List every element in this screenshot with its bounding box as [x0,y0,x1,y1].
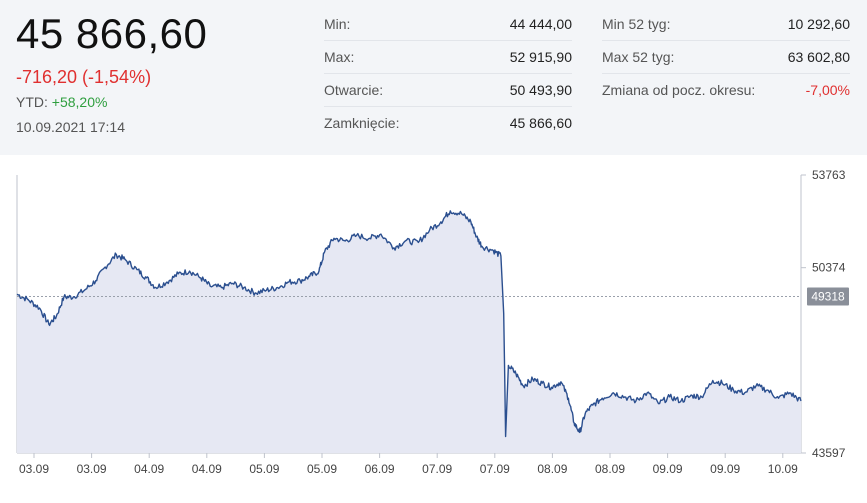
stat-min: Min: 44 444,00 [324,8,572,41]
stat-min-52w: Min 52 tyg: 10 292,60 [602,8,850,41]
x-tick-label: 04.09 [192,462,222,476]
x-tick-label: 05.09 [249,462,279,476]
stat-value: 45 866,60 [509,115,572,131]
stats-column-2: Min 52 tyg: 10 292,60 Max 52 tyg: 63 602… [602,8,850,106]
x-tick-label: 09.09 [710,462,740,476]
stat-value: 52 915,90 [509,49,572,65]
x-tick-label: 07.09 [422,462,452,476]
stat-label: Max 52 tyg: [602,49,675,65]
current-price: 45 866,60 [16,10,208,57]
y-tick-label: 43597 [812,446,846,460]
x-tick-label: 09.09 [653,462,683,476]
ytd-change: YTD: +58,20% [16,94,107,110]
stat-label: Zmiana od pocz. okresu: [602,82,756,98]
stat-period-change: Zmiana od pocz. okresu: -7,00% [602,74,850,106]
stat-value: -7,00% [805,82,850,98]
x-tick-label: 08.09 [537,462,567,476]
stat-label: Max: [324,49,355,65]
y-tick-label: 50374 [812,261,846,275]
stat-max-52w: Max 52 tyg: 63 602,80 [602,41,850,74]
stat-max: Max: 52 915,90 [324,41,572,74]
x-tick-label: 06.09 [365,462,395,476]
x-tick-label: 10.09 [768,462,798,476]
x-tick-label: 08.09 [595,462,625,476]
stat-value: 10 292,60 [787,16,850,32]
stat-value: 50 493,90 [509,82,572,98]
stats-column-1: Min: 44 444,00 Max: 52 915,90 Otwarcie: … [324,8,572,139]
reference-value-label: 49318 [811,290,845,304]
series-area [17,210,801,453]
price-change: -716,20 (-1,54%) [16,67,152,87]
price-chart[interactable]: 53763 50374 43597 49318 03.09 03.09 04.09 04.09… [0,165,867,503]
chart-svg[interactable]: 53763 50374 43597 49318 03.09 03.09 04.09 04.09… [0,165,867,503]
stat-value: 63 602,80 [787,49,850,65]
stat-close: Zamknięcie: 45 866,60 [324,107,572,139]
series-line [16,210,802,438]
stat-value: 44 444,00 [509,16,572,32]
stat-label: Otwarcie: [324,82,384,98]
ytd-label: YTD: [16,94,48,110]
reference-badge [807,287,849,306]
quote-header: 45 866,60 -716,20 (-1,54%) YTD: +58,20% … [0,0,867,155]
x-tick-label: 05.09 [307,462,337,476]
x-tick-label: 07.09 [480,462,510,476]
stat-label: Min: [324,16,351,32]
stat-label: Zamknięcie: [324,115,400,131]
quote-datetime: 10.09.2021 17:14 [16,119,125,135]
stat-label: Min 52 tyg: [602,16,671,32]
y-tick-label: 53763 [812,168,846,182]
stat-open: Otwarcie: 50 493,90 [324,74,572,107]
x-tick-label: 03.09 [77,462,107,476]
ytd-value: +58,20% [51,94,108,110]
x-tick-label: 04.09 [134,462,164,476]
x-tick-label: 03.09 [19,462,49,476]
